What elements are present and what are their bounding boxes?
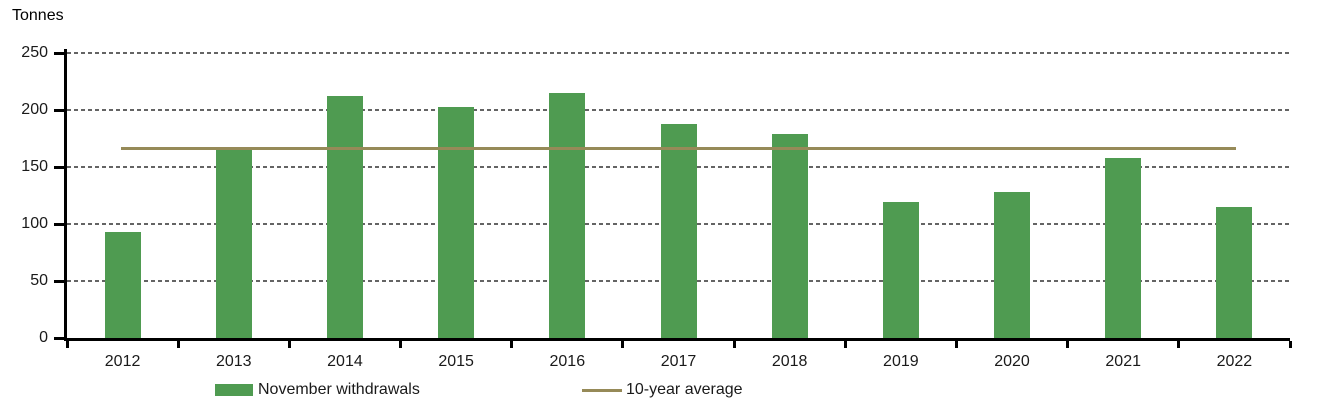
y-tick-mark [54,166,65,169]
bar-2019 [882,202,919,338]
x-axis-label-2019: 2019 [883,353,919,370]
y-tick-label: 100 [21,215,48,232]
bar-2016 [549,92,586,338]
x-tick-mark [399,341,403,348]
y-tick-mark [54,337,65,340]
x-axis-label-2016: 2016 [549,353,586,370]
bar-2015 [438,106,475,338]
y-tick-label: 0 [39,329,48,346]
x-tick-mark [1288,341,1292,348]
legend-label-november-withdrawals: November withdrawals [258,381,420,398]
y-tick-mark [54,52,65,55]
x-axis-label-2013: 2013 [215,353,252,370]
bar-2018 [771,133,808,338]
x-axis-label-2012: 2012 [104,353,141,370]
x-axis-line [64,338,1290,341]
bar-2017 [660,123,697,338]
bar-2012 [104,231,141,338]
y-axis-line [64,49,67,341]
bar-2013 [215,148,252,338]
x-axis-label-2017: 2017 [660,353,697,370]
gridline [67,109,1290,111]
legend-item-november-withdrawals: November withdrawals [215,379,420,401]
x-tick-mark [843,341,847,348]
x-tick-mark [1066,341,1070,348]
bar-2020 [994,192,1031,338]
x-axis-label-2022: 2022 [1216,353,1253,370]
bar-swatch-icon [215,384,253,396]
bar-2021 [1105,157,1142,338]
y-tick-mark [54,280,65,283]
x-tick-mark [732,341,736,348]
bar-2014 [326,96,363,338]
y-tick-label: 150 [21,158,48,175]
line-swatch-icon [582,388,622,392]
legend-label-10-year-average: 10-year average [626,381,743,398]
y-axis-title: Tonnes [12,7,64,24]
x-tick-mark [954,341,958,348]
y-tick-label: 200 [21,101,48,118]
y-tick-mark [54,109,65,112]
x-axis-label-2021: 2021 [1105,353,1141,370]
x-tick-mark [1177,341,1181,348]
x-axis-label-2020: 2020 [994,353,1030,370]
average-line [120,147,1237,151]
y-tick-mark [54,223,65,226]
y-tick-label: 50 [30,272,48,289]
legend-item-10-year-average: 10-year average [582,379,743,401]
x-tick-mark [287,341,291,348]
x-tick-mark [510,341,514,348]
x-axis-label-2015: 2015 [438,353,474,370]
y-tick-label: 250 [21,44,48,61]
gridline [67,52,1290,54]
x-tick-mark [176,341,180,348]
x-tick-mark [621,341,625,348]
x-axis-label-2018: 2018 [771,353,808,370]
x-tick-mark [65,341,69,348]
bar-2022 [1216,206,1253,338]
x-axis-label-2014: 2014 [327,353,363,370]
